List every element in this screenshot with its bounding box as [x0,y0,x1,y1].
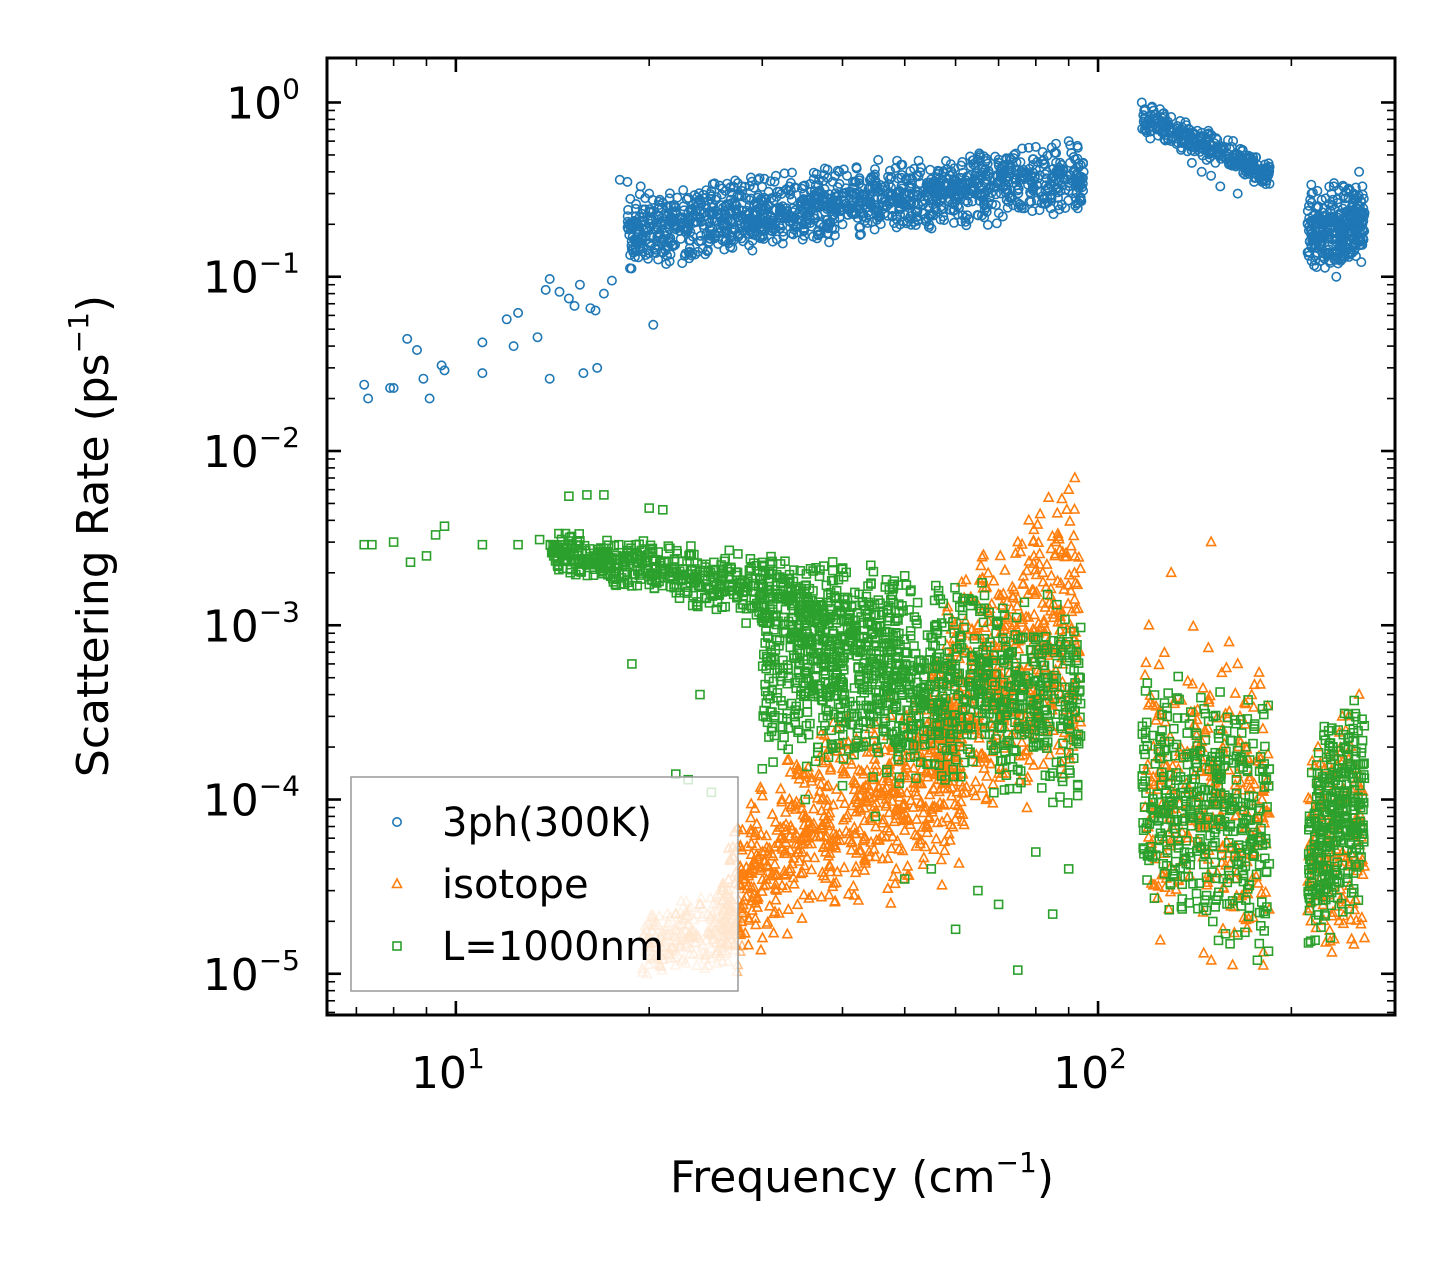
data-point [554,286,565,297]
data-point [418,373,429,384]
data-point [892,155,903,166]
data-point [1034,205,1045,216]
data-point [948,217,959,228]
data-point [1027,206,1038,217]
data-point [960,216,971,227]
data-point [664,188,675,199]
data-point [598,288,609,299]
data-point [622,176,633,187]
data-point [513,307,524,318]
data-point [585,303,596,314]
data-point [1206,170,1217,181]
data-point [424,393,435,404]
data-point [563,293,574,304]
data-point [779,168,790,179]
data-point [508,341,519,352]
data-point [569,300,580,311]
data-point [1354,166,1365,177]
data-point [1024,196,1035,207]
data-point [388,382,399,393]
data-point [965,161,976,172]
data-point [1196,166,1207,177]
data-point [827,176,838,187]
data-point [1065,140,1076,151]
data-point [765,176,776,187]
data-point [979,212,990,223]
data-point [990,151,1001,162]
data-point [873,154,884,165]
data-point [544,373,555,384]
data-point [1215,181,1226,192]
data-point [1013,188,1024,199]
data-point [1331,271,1342,282]
data-point [402,333,413,344]
data-point [411,344,422,355]
data-point [677,258,688,269]
data-point [436,360,447,371]
data-point [1186,157,1197,168]
data-point [363,393,374,404]
data-point [786,194,797,205]
data-point [642,253,653,264]
data-point [606,275,617,286]
data-point [477,337,488,348]
data-point [1023,142,1034,153]
data-point [678,185,689,196]
data-point [578,368,589,379]
data-point [532,332,543,343]
data-point [540,284,551,295]
data-point [477,368,488,379]
data-point [592,362,603,373]
data-point [590,305,601,316]
data-point [869,164,880,175]
data-point [359,379,370,390]
data-point [648,319,659,330]
data-point [915,162,926,173]
data-point [1232,188,1243,199]
data-point [385,382,396,393]
data-point [770,170,781,181]
series-circle-group [359,97,1370,404]
data-point [439,365,450,376]
data-point [501,314,512,325]
data-point [796,183,807,194]
data-point [913,155,924,166]
data-point [957,157,968,168]
data-point [574,279,585,290]
data-point [544,273,555,284]
